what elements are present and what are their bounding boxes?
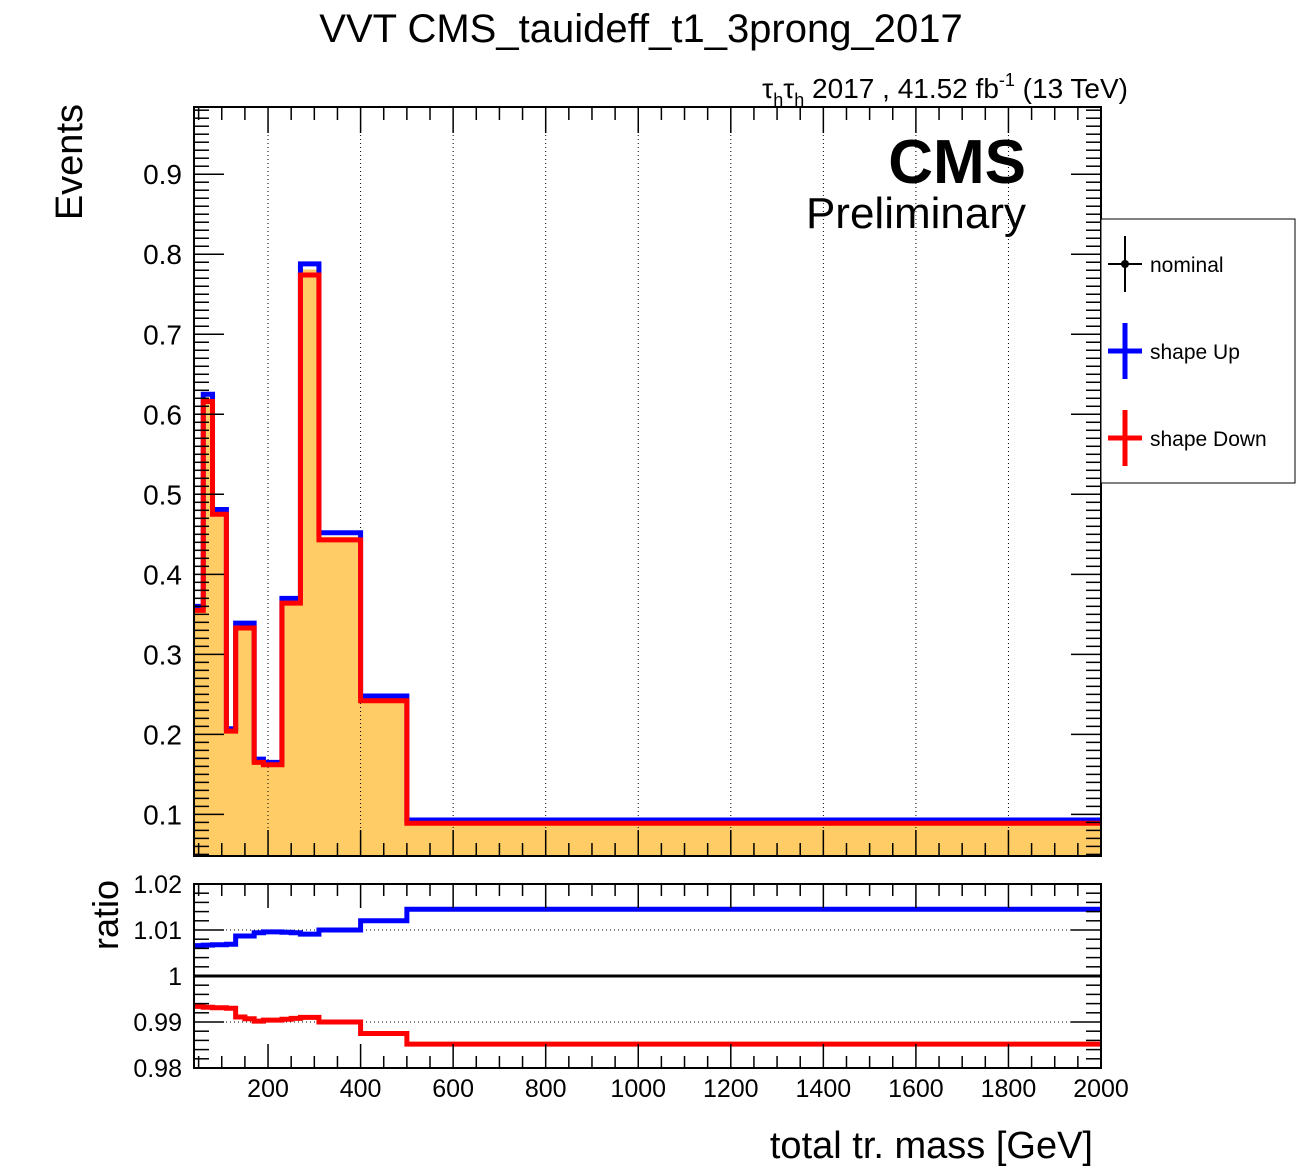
ratio-series-shape-down — [194, 1003, 1101, 1047]
legend: nominal shape Up shape Down — [1100, 218, 1296, 484]
y-tick-label: 0.3 — [143, 639, 182, 670]
ratio-y-axis-label: ratio — [85, 880, 126, 950]
x-tick-label: 1400 — [796, 1075, 852, 1103]
y-tick-label: 0.1 — [143, 799, 182, 830]
lumi-tau-1: τ — [762, 73, 773, 104]
x-tick-label: 800 — [525, 1075, 567, 1103]
cms-label: CMS — [888, 128, 1026, 197]
y-tick-label: 0.7 — [143, 319, 182, 350]
legend-entry-nominal: nominal — [1108, 236, 1224, 292]
ratio-plot: 0.98 0.99 1 1.01 1.02 200 400 600 800 1000 1200 140… — [133, 871, 1128, 1103]
ratio-series-shape-up — [194, 906, 1101, 949]
y-tick-label: 0.9 — [143, 159, 182, 190]
lumi-label: τhτh 2017 , 41.52 fb-1 (13 TeV) — [762, 70, 1128, 110]
lumi-sub-2: h — [794, 90, 804, 110]
y-axis-label: Events — [49, 104, 91, 220]
series-shape-down — [194, 272, 1101, 826]
legend-marker-nominal-dot — [1121, 260, 1129, 268]
lumi-tau-2: τ — [783, 73, 794, 104]
ratio-y-tick-label: 1.02 — [133, 871, 182, 899]
legend-label-shape-up: shape Up — [1150, 341, 1240, 364]
y-tick-label: 0.2 — [143, 719, 182, 750]
lumi-text: 2017 , 41.52 fb — [804, 73, 999, 104]
nominal-fill — [194, 269, 1101, 857]
x-axis-label: total tr. mass [GeV] — [770, 1125, 1093, 1167]
x-tick-label: 400 — [340, 1075, 382, 1103]
chart-title: VVT CMS_tauideff_t1_3prong_2017 — [319, 7, 962, 51]
legend-label-nominal: nominal — [1150, 254, 1224, 277]
x-tick-label: 200 — [247, 1075, 289, 1103]
main-plot: 0.1 0.2 0.3 0.4 0.5 0.6 0.7 0.8 0.9 — [143, 106, 1102, 857]
x-tick-label: 600 — [432, 1075, 474, 1103]
y-tick-label: 0.8 — [143, 239, 182, 270]
x-tick-label: 1600 — [888, 1075, 944, 1103]
lumi-sup: -1 — [999, 70, 1015, 90]
ratio-y-tick-label: 0.98 — [133, 1055, 182, 1083]
y-tick-label: 0.6 — [143, 399, 182, 430]
lumi-suffix: (13 TeV) — [1015, 73, 1128, 104]
legend-entry-shape-up: shape Up — [1108, 323, 1240, 379]
x-tick-label: 2000 — [1073, 1075, 1129, 1103]
ratio-y-tick-label: 1 — [168, 963, 182, 991]
cms-sublabel: Preliminary — [806, 189, 1026, 238]
lumi-sub-1: h — [773, 90, 783, 110]
x-tick-label: 1200 — [703, 1075, 759, 1103]
x-tick-label: 1000 — [610, 1075, 666, 1103]
ratio-y-tick-label: 0.99 — [133, 1009, 182, 1037]
y-tick-label: 0.5 — [143, 479, 182, 510]
ratio-y-tick-label: 1.01 — [133, 917, 182, 945]
x-tick-label: 1800 — [981, 1075, 1037, 1103]
legend-label-shape-down: shape Down — [1150, 428, 1267, 451]
legend-entry-shape-down: shape Down — [1108, 410, 1267, 466]
y-tick-label: 0.4 — [143, 559, 182, 590]
